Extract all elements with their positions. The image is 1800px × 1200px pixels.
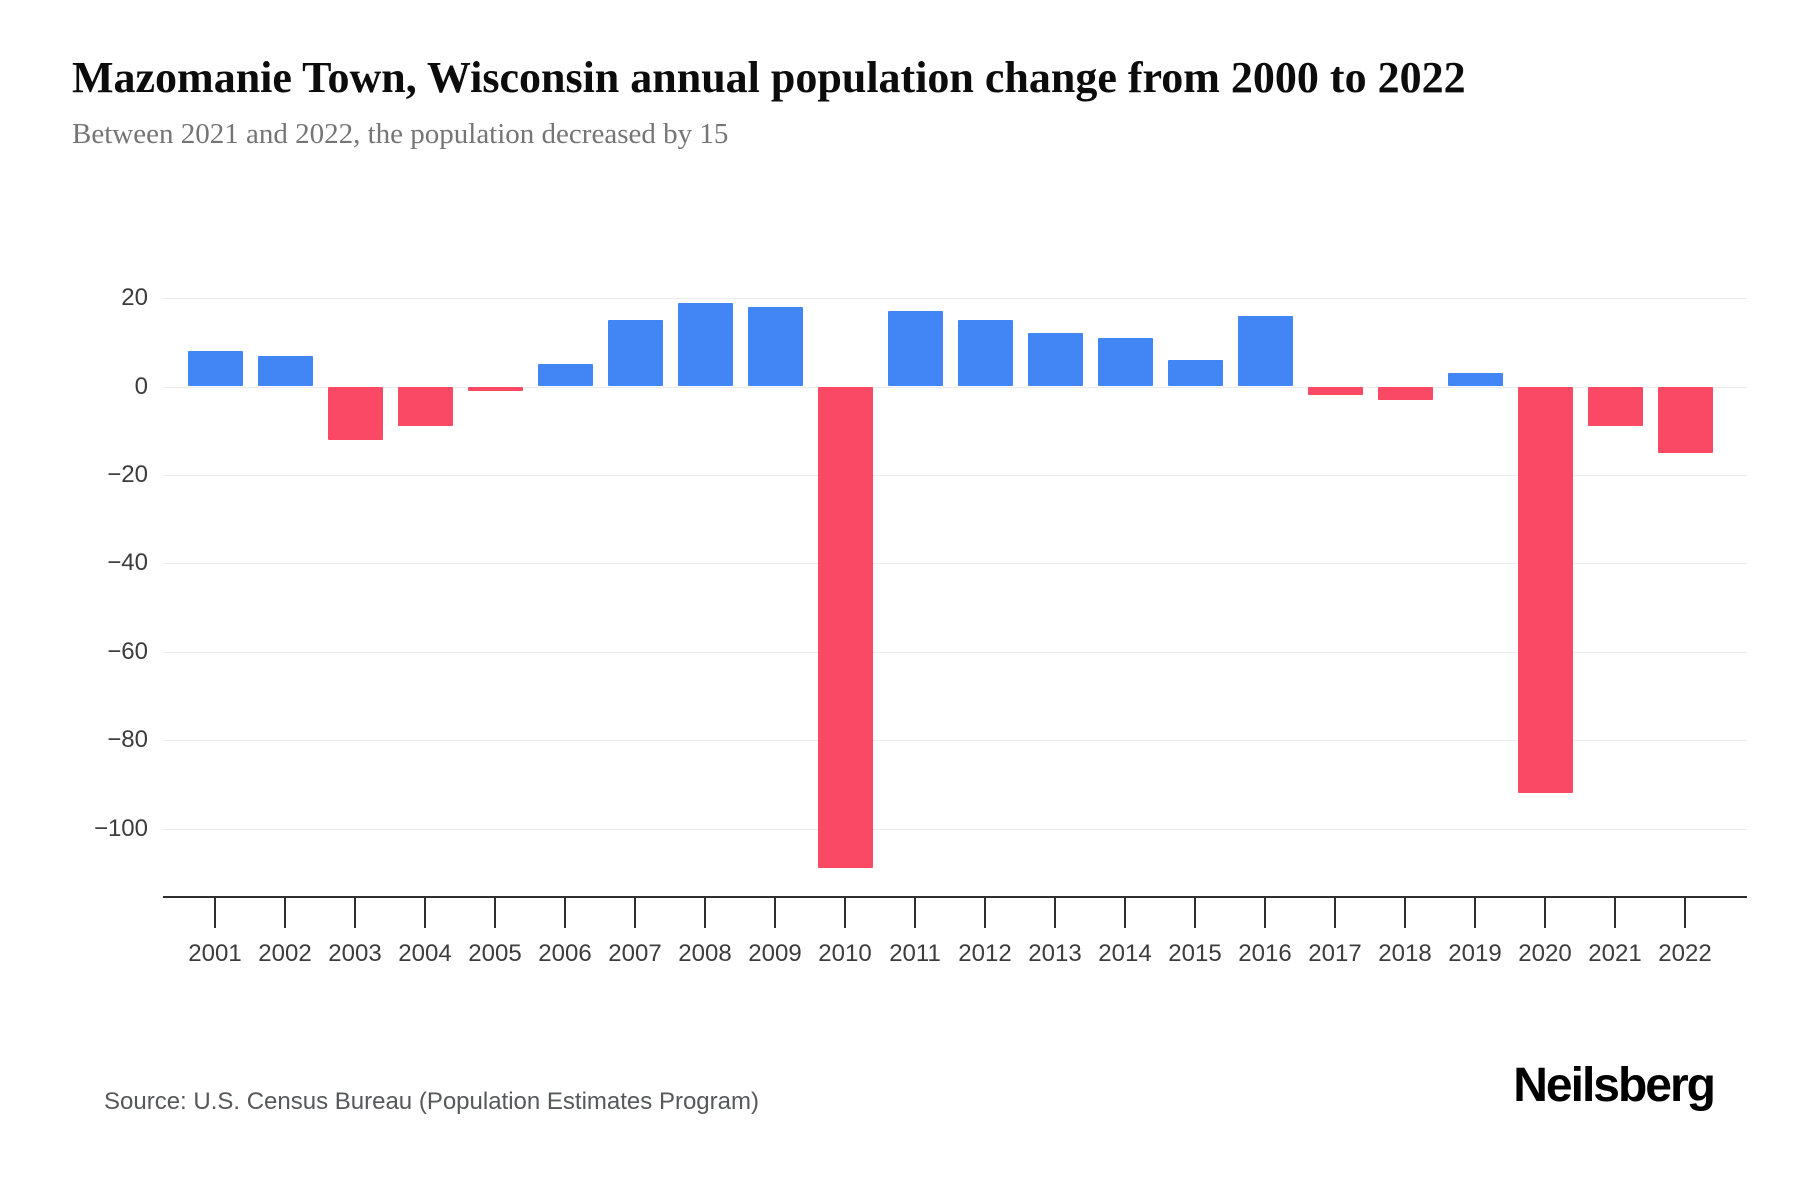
x-axis-tick-label: 2012 <box>958 940 1012 967</box>
x-axis-tick <box>1054 898 1056 928</box>
gridline--20 <box>163 474 1747 476</box>
x-axis-tick-label: 2005 <box>468 940 522 967</box>
x-axis-tick-label: 2021 <box>1588 940 1642 967</box>
x-axis-tick <box>354 898 356 928</box>
x-axis-tick <box>1124 898 1126 928</box>
bar-2021[interactable] <box>1587 386 1643 427</box>
bar-2015[interactable] <box>1167 359 1223 387</box>
x-axis-tick-label: 2002 <box>258 940 312 967</box>
bar-2012[interactable] <box>957 320 1013 387</box>
x-axis-tick-label: 2008 <box>678 940 732 967</box>
x-axis-tick <box>774 898 776 928</box>
x-axis-tick-label: 2004 <box>398 940 452 967</box>
bar-2006[interactable] <box>537 364 593 387</box>
bar-2018[interactable] <box>1377 386 1433 400</box>
bar-2007[interactable] <box>607 320 663 387</box>
x-axis-tick-label: 2009 <box>748 940 802 967</box>
x-axis-tick <box>1474 898 1476 928</box>
bar-2001[interactable] <box>187 351 243 387</box>
x-axis-tick <box>844 898 846 928</box>
x-axis-tick <box>284 898 286 928</box>
x-axis-tick-label: 2014 <box>1098 940 1152 967</box>
x-axis-tick-label: 2001 <box>188 940 242 967</box>
x-axis-tick <box>1264 898 1266 928</box>
bar-2002[interactable] <box>257 355 313 387</box>
x-axis-tick-label: 2006 <box>538 940 592 967</box>
x-axis-tick <box>564 898 566 928</box>
bar-2014[interactable] <box>1097 337 1153 387</box>
x-axis-tick-label: 2010 <box>818 940 872 967</box>
bar-2003[interactable] <box>327 386 383 440</box>
gridline--60 <box>163 651 1747 653</box>
bar-2020[interactable] <box>1517 386 1573 794</box>
chart-title: Mazomanie Town, Wisconsin annual populat… <box>72 53 1466 102</box>
x-axis-tick <box>1684 898 1686 928</box>
x-axis-tick-label: 2017 <box>1308 940 1362 967</box>
x-axis-tick <box>1194 898 1196 928</box>
x-axis-tick <box>1404 898 1406 928</box>
x-axis-tick-label: 2020 <box>1518 940 1572 967</box>
x-axis-tick <box>214 898 216 928</box>
y-axis-tick-label: −60 <box>107 637 148 665</box>
x-axis-tick-label: 2018 <box>1378 940 1432 967</box>
bar-2013[interactable] <box>1027 333 1083 387</box>
gridline-20 <box>163 298 1747 300</box>
y-axis-tick-label: −20 <box>107 460 148 488</box>
x-axis-tick <box>1544 898 1546 928</box>
bar-2022[interactable] <box>1657 386 1713 453</box>
bar-2009[interactable] <box>747 306 803 387</box>
x-axis-tick <box>634 898 636 928</box>
x-axis-tick <box>914 898 916 928</box>
gridline--80 <box>163 740 1747 742</box>
gridline--40 <box>163 563 1747 565</box>
gridline--100 <box>163 828 1747 830</box>
bar-2016[interactable] <box>1237 315 1293 387</box>
gridline-0 <box>163 386 1747 388</box>
chart-subtitle: Between 2021 and 2022, the population de… <box>72 118 729 150</box>
neilsberg-logo: Neilsberg <box>1513 1059 1716 1112</box>
bar-2005[interactable] <box>467 386 523 391</box>
y-axis-tick-label: 20 <box>121 284 148 312</box>
x-axis-tick-label: 2007 <box>608 940 662 967</box>
x-axis-tick-label: 2015 <box>1168 940 1222 967</box>
x-axis-line <box>163 896 1747 898</box>
x-axis-tick <box>1614 898 1616 928</box>
y-axis-tick-label: −80 <box>107 726 148 754</box>
x-axis-tick <box>424 898 426 928</box>
y-axis-tick-label: −100 <box>93 814 148 842</box>
x-axis-tick <box>704 898 706 928</box>
x-axis-tick <box>984 898 986 928</box>
x-axis-tick-label: 2013 <box>1028 940 1082 967</box>
x-axis-tick-label: 2016 <box>1238 940 1292 967</box>
bar-2017[interactable] <box>1307 386 1363 396</box>
bar-2019[interactable] <box>1447 373 1503 387</box>
y-axis-tick-label: 0 <box>134 372 148 400</box>
bar-2011[interactable] <box>887 311 943 387</box>
source-note: Source: U.S. Census Bureau (Population E… <box>104 1088 759 1115</box>
x-axis-tick-label: 2022 <box>1658 940 1712 967</box>
x-axis-tick-label: 2019 <box>1448 940 1502 967</box>
x-axis-tick <box>1334 898 1336 928</box>
y-axis-tick-label: −40 <box>107 549 148 577</box>
bar-2008[interactable] <box>677 302 733 387</box>
x-axis-tick-label: 2011 <box>889 940 941 967</box>
x-axis-tick-label: 2003 <box>328 940 382 967</box>
x-axis-tick <box>494 898 496 928</box>
bar-2010[interactable] <box>817 386 873 869</box>
bar-2004[interactable] <box>397 386 453 427</box>
